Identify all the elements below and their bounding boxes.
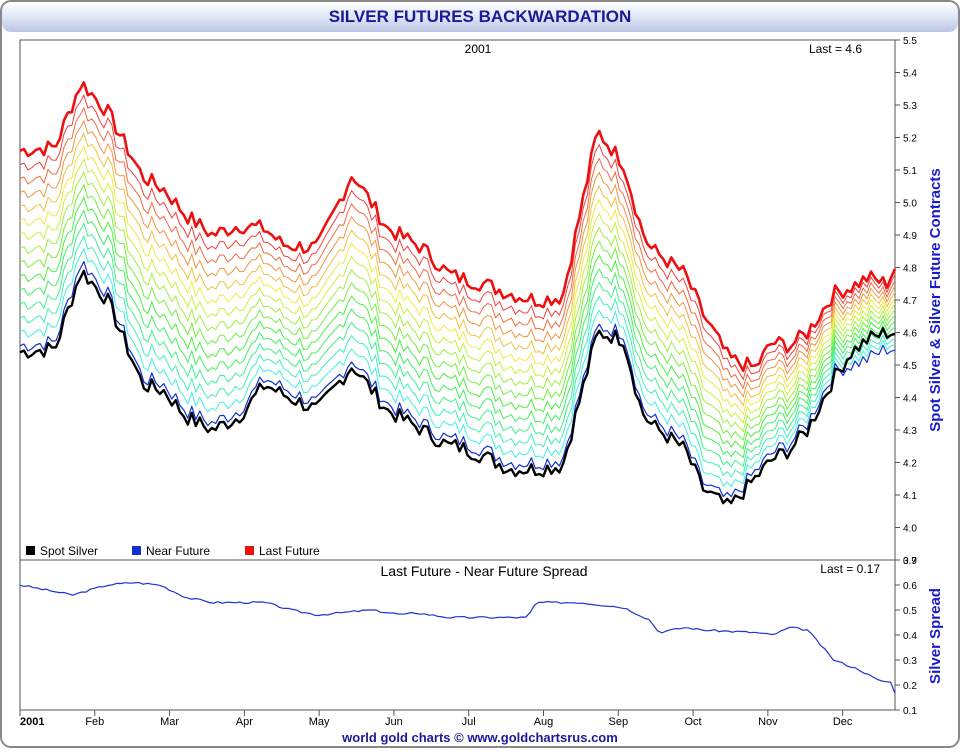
future-contract-band-line bbox=[19, 119, 896, 398]
upper-y-axis: 3.9 4.0 4.1 4.2 4.3 4.4 4.5 4.6 4.7 4.8 4.9 5.0 5.1 5… bbox=[895, 36, 917, 567]
upper-ytick-label: 4.4 bbox=[903, 394, 917, 405]
future-contract-band-line bbox=[19, 170, 896, 433]
xtick-label: Feb bbox=[85, 716, 104, 728]
xtick-label: Mar bbox=[160, 716, 179, 728]
future-contract-band-line bbox=[19, 221, 896, 468]
year-label: 2001 bbox=[465, 42, 492, 56]
xtick-label: Dec bbox=[833, 716, 853, 728]
lower-ytick-label: 0.1 bbox=[903, 706, 917, 717]
future-contract-band-line bbox=[19, 106, 896, 390]
upper-ytick-label: 5.3 bbox=[903, 101, 917, 112]
legend-swatch-spot bbox=[26, 546, 35, 555]
upper-ytick-label: 5.2 bbox=[903, 134, 917, 145]
upper-ytick-label: 4.2 bbox=[903, 459, 917, 470]
legend-swatch-last bbox=[245, 546, 254, 555]
future-contract-band-line bbox=[19, 145, 896, 416]
near-future-line bbox=[19, 260, 896, 498]
upper-ytick-label: 5.5 bbox=[903, 36, 917, 47]
lower-ytick-label: 0.2 bbox=[903, 681, 917, 692]
upper-ytick-label: 4.8 bbox=[903, 264, 917, 275]
spread-series-lines bbox=[19, 581, 896, 694]
lower-last-label: Last = 0.17 bbox=[820, 562, 880, 576]
spot-silver-line bbox=[19, 269, 896, 505]
upper-ytick-label: 4.3 bbox=[903, 426, 917, 437]
xtick-label: Jun bbox=[385, 716, 403, 728]
upper-ytick-label: 4.0 bbox=[903, 524, 917, 535]
future-contract-band-line bbox=[19, 234, 896, 478]
xtick-label: Nov bbox=[758, 716, 778, 728]
future-contract-band-line bbox=[19, 93, 896, 381]
future-contract-band-line bbox=[19, 196, 896, 450]
upper-ytick-label: 5.4 bbox=[903, 69, 917, 80]
xtick-label: Aug bbox=[534, 716, 554, 728]
xtick-label: Sep bbox=[609, 716, 629, 728]
lower-y-axis: 0.1 0.2 0.3 0.4 0.5 0.6 0.7 bbox=[895, 556, 917, 717]
upper-ytick-label: 4.9 bbox=[903, 231, 917, 242]
future-contract-band-line bbox=[19, 209, 896, 459]
lower-y-axis-title: Silver Spread bbox=[927, 588, 944, 684]
upper-ytick-label: 4.5 bbox=[903, 361, 917, 372]
lower-ytick-label: 0.3 bbox=[903, 656, 917, 667]
xtick-label: Jul bbox=[462, 716, 476, 728]
legend-swatch-near bbox=[132, 546, 141, 555]
spread-title: Last Future - Near Future Spread bbox=[381, 563, 588, 579]
future-contract-band-line bbox=[19, 132, 896, 407]
future-contract-band-line bbox=[19, 247, 896, 488]
upper-ytick-label: 4.1 bbox=[903, 491, 917, 502]
upper-ytick-label: 4.6 bbox=[903, 329, 917, 340]
lower-ytick-label: 0.6 bbox=[903, 581, 917, 592]
lower-plot-area bbox=[19, 559, 896, 711]
chart-title: SILVER FUTURES BACKWARDATION bbox=[329, 7, 632, 26]
legend: Spot Silver Near Future Last Future bbox=[26, 544, 320, 558]
upper-ytick-label: 5.1 bbox=[903, 166, 917, 177]
footer-credit: world gold charts © www.goldchartsrus.co… bbox=[341, 730, 618, 745]
future-contract-band-line bbox=[19, 157, 896, 424]
upper-ytick-label: 5.0 bbox=[903, 199, 917, 210]
xtick-label: 2001 bbox=[20, 716, 44, 728]
title-banner bbox=[2, 2, 958, 32]
legend-label-spot: Spot Silver bbox=[40, 544, 98, 558]
xtick-label: May bbox=[309, 716, 330, 728]
upper-ytick-label: 3.9 bbox=[903, 556, 917, 567]
lower-ytick-label: 0.7 bbox=[903, 556, 917, 567]
upper-y-axis-title: Spot Silver & Silver Future Contracts bbox=[927, 168, 944, 431]
legend-label-near: Near Future bbox=[146, 544, 210, 558]
upper-ytick-label: 4.7 bbox=[903, 296, 917, 307]
lower-ytick-label: 0.5 bbox=[903, 606, 917, 617]
xtick-label: Oct bbox=[685, 716, 702, 728]
spread-line bbox=[19, 581, 896, 694]
future-contract-bands bbox=[19, 93, 896, 488]
future-contract-band-line bbox=[19, 183, 896, 442]
lower-ytick-label: 0.4 bbox=[903, 631, 917, 642]
last-future-line bbox=[19, 81, 897, 373]
legend-label-last: Last Future bbox=[259, 544, 320, 558]
upper-last-label: Last = 4.6 bbox=[809, 42, 862, 56]
xtick-label: Apr bbox=[236, 716, 253, 728]
x-axis: 2001 Feb Mar Apr May Jun Jul Aug Sep Oct Nov Dec bbox=[19, 710, 853, 728]
upper-series-lines bbox=[19, 81, 897, 505]
